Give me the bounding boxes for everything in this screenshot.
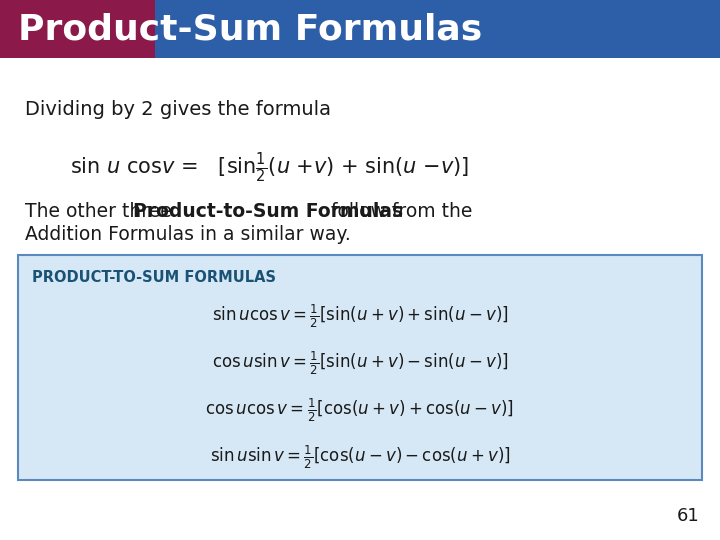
Bar (0, 0, 145, 58)
Bar (0, 0, 155, 58)
Text: The other three: The other three (25, 202, 178, 221)
Bar (0, 0, 720, 58)
Text: Dividing by 2 gives the formula: Dividing by 2 gives the formula (25, 100, 331, 119)
Text: 61: 61 (678, 507, 700, 525)
Text: $\cos u \cos v = \frac{1}{2}[\cos(u + v) + \cos(u - v)]$: $\cos u \cos v = \frac{1}{2}[\cos(u + v)… (205, 397, 515, 424)
Text: $\sin u \cos v = \frac{1}{2}[\sin(u + v) + \sin(u - v)]$: $\sin u \cos v = \frac{1}{2}[\sin(u + v)… (212, 303, 508, 330)
Text: $\sin u \sin v = \frac{1}{2}[\cos(u - v) - \cos(u + v)]$: $\sin u \sin v = \frac{1}{2}[\cos(u - v)… (210, 444, 510, 471)
Text: Addition Formulas in a similar way.: Addition Formulas in a similar way. (25, 225, 351, 244)
Text: $\cos u \sin v = \frac{1}{2}[\sin(u + v) - \sin(u - v)]$: $\cos u \sin v = \frac{1}{2}[\sin(u + v)… (212, 350, 508, 377)
Text: follow from the: follow from the (325, 202, 472, 221)
Text: sin $u$ cos$v$ =   [sin$\frac{1}{2}$($u$ +$v$) + sin($u$ $-$$v$)]: sin $u$ cos$v$ = [sin$\frac{1}{2}$($u$ +… (70, 150, 469, 185)
Text: Product-to-Sum Formulas: Product-to-Sum Formulas (133, 202, 403, 221)
Text: PRODUCT-TO-SUM FORMULAS: PRODUCT-TO-SUM FORMULAS (32, 270, 276, 285)
Text: Product-Sum Formulas: Product-Sum Formulas (18, 12, 482, 46)
Bar (18, 255, 702, 480)
